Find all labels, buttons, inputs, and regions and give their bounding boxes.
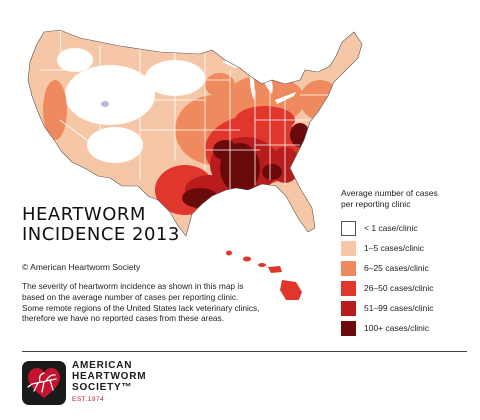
hawaii-kauai xyxy=(226,250,232,256)
lake-superior xyxy=(222,59,258,68)
legend-item: 6–25 cases/clinic xyxy=(341,258,471,278)
region-mid-northern-plains xyxy=(205,73,235,97)
legend-label: 1–5 cases/clinic xyxy=(364,243,425,253)
map-title-line2: INCIDENCE 2013 xyxy=(22,224,180,245)
logo-established: EST.1974 xyxy=(72,396,105,403)
legend-item: 51–99 cases/clinic xyxy=(341,298,471,318)
legend-label: 6–25 cases/clinic xyxy=(364,263,429,273)
state-borders xyxy=(40,30,340,190)
hawaii xyxy=(226,250,302,300)
region-mid-northeast xyxy=(300,80,340,120)
logo-line3: SOCIETY™ xyxy=(72,382,133,393)
region-highest-georgia xyxy=(262,164,282,180)
legend-item: 26–50 cases/clinic xyxy=(341,278,471,298)
footer-divider xyxy=(22,351,467,352)
heart-mosquito-logo-icon xyxy=(22,360,66,405)
legend-label: 51–99 cases/clinic xyxy=(364,303,434,313)
logo-line1: AMERICAN xyxy=(72,360,133,371)
region-highest-carolinas xyxy=(290,123,310,147)
region-no-data-northwest xyxy=(57,48,93,72)
legend-title-line1: Average number of cases xyxy=(341,188,438,198)
state-border xyxy=(59,30,63,71)
map-title-line1: HEARTWORM xyxy=(22,204,146,225)
logo-mosquito xyxy=(27,371,57,393)
copyright-text: American Heartworm Society xyxy=(30,262,141,272)
map-legend: Average number of cases per reporting cl… xyxy=(341,188,471,338)
map-description: The severity of heartworm incidence as s… xyxy=(22,281,260,324)
legend-swatch xyxy=(341,280,356,296)
legend-swatch xyxy=(341,220,356,236)
state-border xyxy=(59,119,101,151)
legend-item: < 1 case/clinic xyxy=(341,218,471,238)
logo-wordmark: AMERICAN HEARTWORM SOCIETY™ EST.1974 xyxy=(72,360,146,405)
legend-label: 26–50 cases/clinic xyxy=(364,283,434,293)
region-no-data-southwest xyxy=(87,127,143,163)
region-no-data-mountain xyxy=(65,65,155,125)
no-data-regions xyxy=(57,48,205,163)
copyright-notice: © American Heartworm Society xyxy=(22,262,140,272)
hawaii-big-island xyxy=(280,280,302,300)
legend-label: 100+ cases/clinic xyxy=(364,323,429,333)
great-salt-lake xyxy=(101,101,109,107)
legend-title: Average number of cases per reporting cl… xyxy=(341,188,471,210)
map-title: HEARTWORM INCIDENCE 2013 xyxy=(22,205,222,245)
legend-swatch xyxy=(341,260,356,276)
hawaii-maui xyxy=(268,266,282,273)
legend-item: 100+ cases/clinic xyxy=(341,318,471,338)
legend-swatch xyxy=(341,300,356,316)
lake-erie xyxy=(275,92,296,104)
legend-item: 1–5 cases/clinic xyxy=(341,238,471,258)
legend-title-line2: per reporting clinic xyxy=(341,199,411,209)
lake-huron xyxy=(262,74,273,94)
copyright-symbol: © xyxy=(22,262,29,272)
legend-label: < 1 case/clinic xyxy=(364,223,418,233)
ahs-logo: AMERICAN HEARTWORM SOCIETY™ EST.1974 xyxy=(22,360,146,405)
lake-michigan xyxy=(249,72,255,100)
hawaii-molokai xyxy=(258,263,266,267)
legend-swatch xyxy=(341,320,356,336)
hawaii-oahu xyxy=(243,256,251,262)
legend-swatch xyxy=(341,240,356,256)
great-lakes xyxy=(222,59,296,104)
heartworm-incidence-map xyxy=(27,29,363,300)
logo-line2: HEARTWORM xyxy=(72,371,147,382)
us-outline xyxy=(27,29,363,237)
region-mid-west-coast xyxy=(43,80,67,140)
